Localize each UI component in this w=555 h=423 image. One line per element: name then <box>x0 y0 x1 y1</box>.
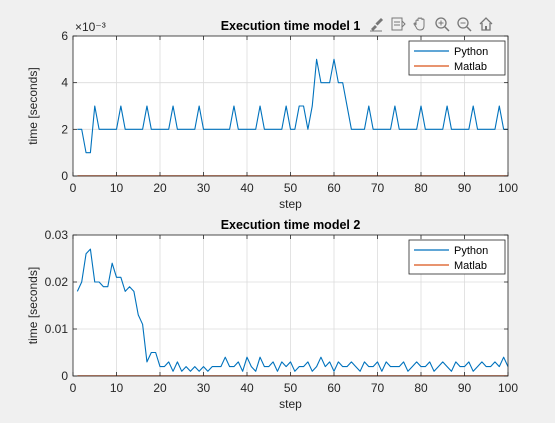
x-tick-label: 50 <box>284 181 298 195</box>
legend-label-python: Python <box>454 245 488 257</box>
y-tick-label: 6 <box>61 29 68 43</box>
x-tick-label: 50 <box>284 381 298 395</box>
zoom-in-icon[interactable] <box>432 14 452 34</box>
zoom-out-icon[interactable] <box>454 14 474 34</box>
x-tick-label: 100 <box>498 381 518 395</box>
x-axis-label: step <box>279 197 302 211</box>
brush-icon[interactable] <box>366 14 386 34</box>
home-icon[interactable] <box>476 14 496 34</box>
x-tick-label: 10 <box>110 181 124 195</box>
x-tick-label: 100 <box>498 181 518 195</box>
legend-label-python: Python <box>454 46 488 58</box>
y-tick-label: 4 <box>61 76 68 90</box>
x-tick-label: 80 <box>414 181 428 195</box>
x-tick-label: 70 <box>371 181 385 195</box>
legend-box <box>408 40 506 76</box>
x-tick-label: 30 <box>197 181 211 195</box>
legend-box <box>408 239 506 275</box>
x-tick-label: 20 <box>153 181 167 195</box>
x-tick-label: 60 <box>327 181 341 195</box>
legend-label-matlab: Matlab <box>454 61 487 73</box>
plot-model-2: 0 10 20 30 40 50 60 70 80 90 100 0 0.01 0.02 0.03 Execu… <box>26 218 518 411</box>
x-tick-label: 90 <box>458 381 472 395</box>
y-tick-label: 2 <box>61 122 68 136</box>
y-axis-label: time [seconds] <box>26 67 40 144</box>
x-tick-label: 40 <box>240 381 254 395</box>
series-line-python <box>77 58 508 154</box>
data-tips-icon[interactable] <box>388 14 408 34</box>
x-tick-label: 90 <box>458 181 472 195</box>
x-tick-label: 0 <box>70 381 77 395</box>
x-tick-label: 70 <box>371 381 385 395</box>
pan-icon[interactable] <box>410 14 430 34</box>
y-exponent-label: ×10⁻³ <box>75 20 106 34</box>
plot-model-1: 0 10 20 30 40 50 60 70 80 90 100 0 2 4 6 ×10⁻³ Execution… <box>26 19 518 211</box>
y-tick-label: 0 <box>61 169 68 183</box>
legend-label-matlab: Matlab <box>454 260 487 272</box>
x-tick-label: 10 <box>110 381 124 395</box>
y-tick-label: 0.02 <box>45 275 69 289</box>
x-tick-label: 20 <box>153 381 167 395</box>
x-tick-label: 0 <box>70 181 77 195</box>
y-tick-label: 0.01 <box>45 322 69 336</box>
chart-title: Execution time model 2 <box>221 218 361 232</box>
y-tick-label: 0 <box>61 369 68 383</box>
x-tick-label: 80 <box>414 381 428 395</box>
x-axis-label: step <box>279 397 302 411</box>
series-line-python <box>76 248 509 372</box>
x-tick-label: 30 <box>197 381 211 395</box>
y-axis-label: time [seconds] <box>26 267 40 344</box>
y-tick-label: 0.03 <box>45 228 69 242</box>
chart-title: Execution time model 1 <box>221 19 361 33</box>
x-tick-label: 40 <box>240 181 254 195</box>
axes-toolbar <box>366 14 496 34</box>
x-tick-label: 60 <box>327 381 341 395</box>
